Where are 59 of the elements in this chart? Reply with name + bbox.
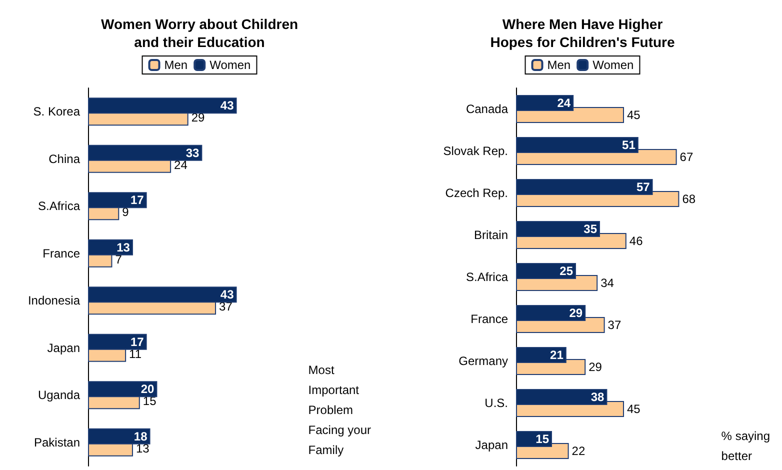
y-tick-label: S. Korea (33, 104, 80, 119)
data-label: 46 (629, 234, 644, 248)
data-label: 13 (116, 240, 130, 254)
y-tick-label: Japan (47, 340, 80, 355)
y-tick-label: Japan (475, 438, 508, 452)
data-label: 13 (136, 441, 150, 456)
chart-title: Where Men Have Higher Hopes for Children's Future (490, 16, 675, 50)
y-tick-label: China (48, 152, 80, 166)
data-label: 67 (680, 150, 694, 164)
data-label: 45 (627, 402, 641, 416)
y-tick-label: Uganda (38, 388, 80, 402)
data-label: 45 (627, 108, 641, 122)
data-label: 15 (142, 394, 157, 408)
data-label: 43 (220, 288, 234, 302)
text: Most Important Problem Facing your Family (308, 363, 372, 457)
y-tick-label: Slovak Rep. (443, 144, 508, 158)
data-label: 24 (174, 158, 188, 172)
text: % saying better (721, 429, 770, 463)
y-tick-label: Indonesia (28, 294, 80, 308)
data-label: 51 (622, 138, 636, 152)
data-label: 43 (220, 98, 234, 113)
data-label: 24 (557, 96, 571, 110)
data-label: 37 (608, 318, 622, 332)
data-label: 17 (130, 334, 144, 349)
data-label: 20 (140, 382, 155, 396)
data-label: 7 (115, 252, 122, 266)
y-tick-label: Canada (466, 102, 508, 116)
data-label: 18 (134, 429, 148, 444)
y-tick-label: Germany (458, 354, 508, 368)
data-label: 34 (600, 276, 614, 290)
data-label: 68 (682, 192, 696, 206)
data-label: 9 (122, 205, 130, 220)
data-label: 17 (130, 193, 144, 208)
legend-label: Men (164, 58, 188, 72)
data-label: 38 (590, 390, 605, 404)
legend-label: Women (210, 58, 251, 72)
y-tick-label: Pakistan (34, 435, 80, 450)
data-label: 25 (560, 264, 574, 278)
data-label: 37 (219, 300, 233, 314)
data-label: 29 (588, 360, 602, 374)
data-label: 29 (191, 110, 206, 125)
chart-title: Women Worry about Children and their Education (100, 16, 298, 50)
data-label: 29 (569, 306, 583, 320)
legend-label: Women (592, 58, 634, 72)
data-label: 11 (129, 346, 142, 361)
y-tick-label: France (470, 312, 508, 326)
data-label: 33 (186, 146, 200, 160)
legend-label: Men (547, 58, 571, 72)
y-tick-label: U.S. (484, 396, 508, 410)
data-label: 57 (636, 180, 650, 194)
data-label: 35 (584, 222, 598, 236)
data-label: 21 (550, 348, 564, 362)
data-label: 15 (536, 432, 550, 446)
y-tick-label: S.Africa (38, 199, 80, 214)
y-tick-label: Czech Rep. (445, 186, 508, 200)
y-tick-label: France (42, 246, 80, 260)
y-tick-label: Britain (474, 228, 508, 242)
data-label: 22 (572, 444, 586, 458)
y-tick-label: S.Africa (466, 270, 508, 284)
